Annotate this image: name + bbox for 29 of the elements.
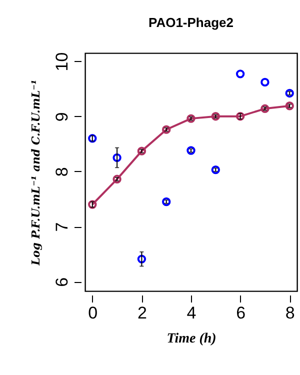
- point: [236, 112, 245, 121]
- x-tick-label: 0: [88, 304, 98, 322]
- x-axis-title: Time (h): [166, 332, 216, 346]
- point: [285, 88, 294, 98]
- y-tick-label: 10: [52, 52, 72, 72]
- y-tick-label: 6: [52, 277, 72, 287]
- chart-title: PAO1-Phage2: [148, 14, 234, 30]
- y-tick-label: 9: [52, 112, 72, 122]
- point: [137, 254, 146, 264]
- point: [112, 174, 122, 184]
- point: [162, 197, 171, 206]
- x-tick-label: 6: [236, 304, 246, 322]
- point: [88, 134, 97, 143]
- x-tick-label: 4: [186, 304, 196, 322]
- y-axis-title: Log P.F.U.mL⁻¹ and C.F.U.mL⁻¹: [30, 80, 42, 266]
- point: [137, 146, 146, 156]
- point: [260, 104, 270, 113]
- y-tick-label: 7: [52, 222, 72, 232]
- x-tick-label: 2: [137, 304, 147, 322]
- point: [260, 78, 270, 87]
- point: [211, 165, 220, 174]
- point: [112, 153, 122, 162]
- point: [162, 125, 171, 134]
- point: [211, 112, 220, 121]
- point: [236, 70, 245, 78]
- point: [186, 146, 196, 155]
- x-tick-label: 8: [285, 304, 295, 322]
- y-tick-label: 8: [52, 167, 72, 177]
- point: [186, 114, 196, 123]
